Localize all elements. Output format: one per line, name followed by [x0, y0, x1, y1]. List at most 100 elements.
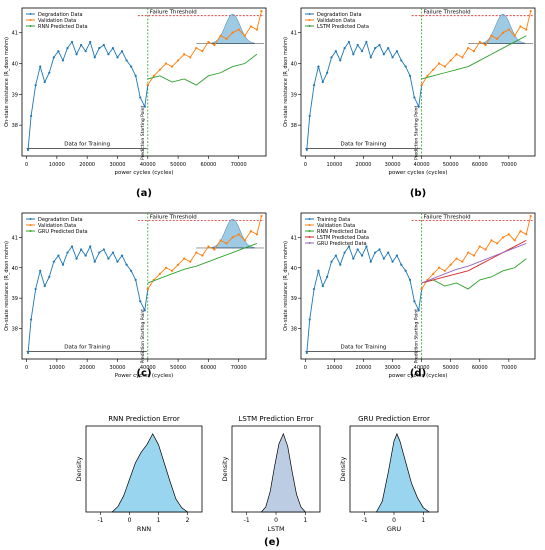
degradation-data-point: [408, 278, 412, 282]
degradation-data-point: [52, 260, 55, 263]
validation-data-line: [421, 10, 532, 86]
plot-frame: [300, 212, 536, 360]
x-tick-label: 60000: [200, 162, 216, 168]
validation-data-point: [513, 239, 516, 242]
degradation-data-point: [360, 254, 364, 257]
x-axis-label: Power cycles (cycles): [115, 373, 174, 379]
x-tick-label: 70000: [231, 162, 247, 168]
rul-density-area: [210, 218, 255, 249]
validation-data-point: [260, 9, 263, 13]
degradation-data-point: [343, 46, 346, 50]
rul-density-area: [210, 13, 255, 44]
x-axis-label: power cycles (cycles): [389, 373, 448, 379]
prediction-start-label: Prediction Starting Point: [140, 309, 146, 364]
failure-threshold-label: Failure Threshold: [150, 215, 197, 221]
caption-e: (e): [264, 537, 280, 548]
degradation-data-point: [356, 43, 359, 47]
degradation-data-point: [143, 309, 146, 312]
legend-marker: [29, 230, 32, 232]
validation-data-point: [496, 37, 499, 40]
degradation-data-point: [134, 278, 137, 282]
y-axis-label: On-state resistance (R_dson mohm): [283, 37, 289, 127]
validation-data-point: [432, 272, 435, 275]
legend-label: Degradation Data: [38, 217, 83, 223]
degradation-data-point: [80, 248, 83, 251]
degradation-data-point: [57, 50, 60, 53]
legend-label: Validation Data: [317, 223, 355, 229]
rnn-predicted-data-line: [421, 258, 527, 290]
degradation-data-point: [120, 50, 124, 53]
x-tick-label: 60000: [472, 162, 488, 168]
error-density-area: [375, 432, 431, 513]
degradation-data-line: [27, 245, 149, 353]
y-tick-label: 40: [291, 62, 297, 68]
y-tick-label: 40: [291, 266, 297, 272]
degradation-data-point: [326, 71, 329, 74]
panel-c: 0 10000 20000 30000 40000 50000 60000 70000 38 39…: [4, 212, 267, 379]
validation-data-point: [255, 233, 259, 236]
validation-data-point: [501, 31, 505, 34]
degradation-data-point: [107, 257, 110, 260]
degradation-data-point: [330, 260, 333, 263]
validation-data-point: [249, 25, 252, 28]
degradation-data-point: [70, 245, 74, 248]
x-tick-label: 40000: [414, 365, 430, 371]
degradation-data-point: [305, 351, 308, 355]
plot-frame: [21, 7, 267, 157]
y-tick-label: 39: [291, 296, 297, 302]
x-tick-label: -1: [98, 517, 104, 524]
degradation-data-point: [360, 50, 364, 53]
error-density-area: [260, 432, 306, 513]
degradation-data-point: [66, 251, 69, 254]
caption-d: (d): [410, 368, 426, 379]
x-tick-label: 0: [25, 162, 28, 168]
validation-data-point: [496, 242, 499, 245]
degradation-data-point: [89, 245, 92, 248]
y-tick-label: 38: [291, 327, 297, 333]
error-panel-title: GRU Prediction Error: [358, 415, 430, 423]
validation-data-point: [201, 254, 204, 257]
validation-data-line: [147, 10, 262, 86]
legend-label: Validation Data: [317, 18, 355, 24]
validation-data-point: [490, 239, 493, 242]
validation-data-point: [455, 257, 458, 260]
legend-label: RNN Predicted Data: [317, 229, 367, 235]
error-density-area: [111, 433, 189, 513]
validation-data-point: [219, 34, 222, 37]
legend-label: Degradation Data: [317, 12, 362, 18]
degradation-data-point: [39, 269, 42, 272]
x-tick-label: 50000: [170, 162, 186, 168]
validation-data-point: [420, 83, 423, 87]
degradation-data-point: [308, 318, 311, 321]
error-panel-gru: GRU Prediction Error -1 0 1 GRU Density: [339, 415, 439, 533]
validation-data-point: [231, 31, 234, 34]
validation-data-point: [170, 65, 174, 68]
training-span-label: Data for Training: [341, 141, 387, 147]
legend-label: LSTM Predicted Data: [317, 24, 369, 30]
degradation-data-point: [312, 287, 316, 291]
degradation-data-point: [130, 65, 133, 68]
y-tick-label: 40: [12, 62, 18, 68]
x-tick-label: 30000: [385, 162, 401, 168]
legend-marker: [308, 13, 311, 15]
x-axis-label: power cycles (cycles): [389, 170, 448, 176]
legend-marker: [308, 242, 311, 244]
validation-data-point: [467, 46, 470, 50]
error-panel-lstm: LSTM Prediction Error -1 0 1 LSTM Density: [221, 415, 321, 533]
legend-label: Degradation Data: [38, 12, 83, 18]
training-span-label: Data for Training: [64, 141, 110, 147]
degradation-data-point: [93, 56, 96, 59]
legend-marker: [29, 25, 32, 27]
x-tick-label: 10000: [49, 162, 65, 168]
failure-threshold-label: Failure Threshold: [424, 10, 471, 16]
x-tick-label: 0: [274, 517, 278, 524]
validation-data-point: [513, 34, 516, 37]
validation-data-point: [461, 260, 464, 263]
degradation-data-point: [43, 284, 46, 288]
panel-b: 0 10000 20000 30000 40000 50000 60000 70000 38 39…: [283, 7, 536, 199]
degradation-data-point: [317, 65, 320, 68]
validation-data-point: [231, 236, 234, 239]
validation-data-point: [237, 233, 240, 236]
validation-data-point: [443, 269, 446, 272]
error-y-axis-label: Density: [339, 456, 347, 481]
